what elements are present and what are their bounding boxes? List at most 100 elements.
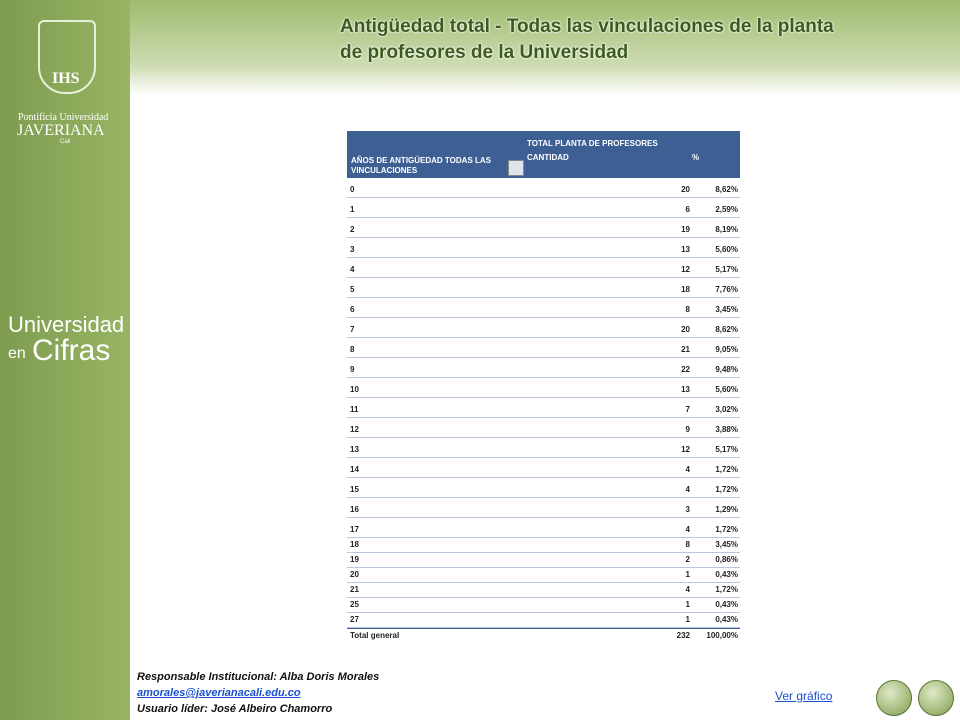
row-line xyxy=(347,537,740,538)
chart-link[interactable]: Ver gráfico xyxy=(775,689,833,703)
table-cell: 2 xyxy=(350,225,355,234)
header-cell: CANTIDAD xyxy=(527,153,569,162)
table-cell: 14 xyxy=(350,465,359,474)
table-cell: 4 xyxy=(685,485,690,494)
table-cell: 1,72% xyxy=(715,485,738,494)
row-line xyxy=(347,627,740,628)
table-cell: 11 xyxy=(350,405,359,414)
table-cell: 13 xyxy=(681,385,690,394)
row-line xyxy=(347,417,740,418)
brand-text: Cifras xyxy=(32,334,111,367)
row-line xyxy=(347,552,740,553)
table-cell: 1,72% xyxy=(715,525,738,534)
table-cell: 5,60% xyxy=(715,245,738,254)
table-cell: 6 xyxy=(685,205,690,214)
row-line xyxy=(347,297,740,298)
table-cell: 21 xyxy=(350,585,359,594)
table-header xyxy=(347,131,740,178)
row-line xyxy=(347,337,740,338)
table-cell: 13 xyxy=(681,245,690,254)
row-line xyxy=(347,612,740,613)
footer-text: Usuario líder: José Albeiro Chamorro xyxy=(137,703,333,715)
filter-button[interactable] xyxy=(508,160,524,176)
table-cell: 3,45% xyxy=(715,305,738,314)
table-cell: 3,02% xyxy=(715,405,738,414)
total-cell: Total general xyxy=(350,631,400,640)
table-cell: 8 xyxy=(685,305,690,314)
crest-letters: IHS xyxy=(52,70,80,87)
table-cell: 4 xyxy=(350,265,355,274)
table-cell: 0,43% xyxy=(715,600,738,609)
table-cell: 8 xyxy=(350,345,355,354)
table-cell: 1 xyxy=(685,570,690,579)
table-cell: 20 xyxy=(681,325,690,334)
brand-text: en xyxy=(8,345,26,362)
table-cell: 27 xyxy=(350,615,359,624)
row-line xyxy=(347,317,740,318)
table-cell: 12 xyxy=(681,265,690,274)
table-cell: 1 xyxy=(685,615,690,624)
table-cell: 1,29% xyxy=(715,505,738,514)
row-line xyxy=(347,277,740,278)
table-cell: 8 xyxy=(685,540,690,549)
table-cell: 0,43% xyxy=(715,570,738,579)
table-cell: 17 xyxy=(350,525,359,534)
table-cell: 16 xyxy=(350,505,359,514)
table-cell: 2 xyxy=(685,555,690,564)
table-cell: 3 xyxy=(350,245,355,254)
table-cell: 19 xyxy=(350,555,359,564)
home-button[interactable] xyxy=(918,680,954,716)
header-cell: TOTAL PLANTA DE PROFESORES xyxy=(527,139,658,148)
table-cell: 7 xyxy=(350,325,355,334)
table-cell: 8,62% xyxy=(715,325,738,334)
table-cell: 12 xyxy=(350,425,359,434)
table-cell: 22 xyxy=(681,365,690,374)
table-cell: 3 xyxy=(685,505,690,514)
table-cell: 0,86% xyxy=(715,555,738,564)
table-cell: 9 xyxy=(350,365,355,374)
row-line xyxy=(347,397,740,398)
row-line xyxy=(347,497,740,498)
table-cell: 19 xyxy=(681,225,690,234)
table-cell: 18 xyxy=(681,285,690,294)
table-cell: 4 xyxy=(685,585,690,594)
footer-text: Responsable Institucional: Alba Doris Mo… xyxy=(137,671,380,683)
table-cell: 18 xyxy=(350,540,359,549)
row-line xyxy=(347,437,740,438)
table-cell: 25 xyxy=(350,600,359,609)
table-cell: 4 xyxy=(685,525,690,534)
back-button[interactable] xyxy=(876,680,912,716)
table-cell: 15 xyxy=(350,485,359,494)
header-cell: % xyxy=(692,153,700,162)
row-line xyxy=(347,597,740,598)
row-line xyxy=(347,457,740,458)
table-cell: 0,43% xyxy=(715,615,738,624)
email-link[interactable]: amorales@javerianacali.edu.co xyxy=(137,687,301,699)
table-cell: 6 xyxy=(350,305,355,314)
row-line xyxy=(347,217,740,218)
table-cell: 9,48% xyxy=(715,365,738,374)
table-cell: 20 xyxy=(350,570,359,579)
table-cell: 3,45% xyxy=(715,540,738,549)
row-line xyxy=(347,197,740,198)
table-cell: 1 xyxy=(350,205,355,214)
row-line xyxy=(347,357,740,358)
sidebar xyxy=(0,0,130,720)
table-cell: 1,72% xyxy=(715,585,738,594)
row-line xyxy=(347,257,740,258)
total-rule xyxy=(347,627,740,629)
title: de profesores de la Universidad xyxy=(340,42,629,63)
table-cell: 1,72% xyxy=(715,465,738,474)
table-cell: 20 xyxy=(681,185,690,194)
table-cell: 9 xyxy=(685,425,690,434)
row-line xyxy=(347,567,740,568)
table-cell: 5,60% xyxy=(715,385,738,394)
table-cell: 3,88% xyxy=(715,425,738,434)
table-cell: 4 xyxy=(685,465,690,474)
total-cell: 100,00% xyxy=(706,631,738,640)
table-cell: 8,19% xyxy=(715,225,738,234)
logo-text: JAVERIANA xyxy=(17,122,105,139)
table-cell: 10 xyxy=(350,385,359,394)
table-cell: 5,17% xyxy=(715,445,738,454)
